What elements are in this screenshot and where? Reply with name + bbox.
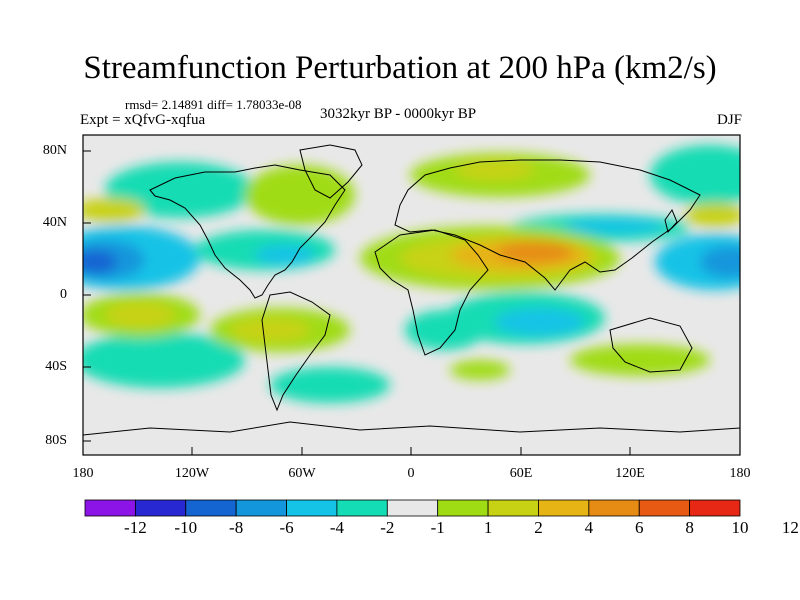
lat-label-80n: 80N — [42, 143, 67, 158]
coast-greenland — [299, 144, 363, 199]
colorbar-label: -10 — [174, 518, 198, 537]
field-neg-cpacific — [405, 310, 485, 350]
coast-eurasia — [394, 159, 701, 291]
colorbar-swatch — [84, 499, 136, 517]
streamfunction-field — [83, 145, 740, 403]
colorbar-label: 10 — [731, 518, 749, 537]
rmsd-text: rmsd= 2.14891 diff= 1.78033e-08 — [125, 97, 302, 112]
colorbar-label: -1 — [430, 518, 445, 537]
lon-label-60e: 60E — [509, 466, 533, 481]
colorbar-swatch — [588, 499, 640, 517]
field-neg-npacific-west-inner — [83, 250, 117, 274]
field-pos-australia — [570, 344, 710, 376]
coast-australia — [609, 317, 693, 373]
field-pos-npacific — [83, 198, 145, 222]
lat-label-40n: 40N — [42, 215, 67, 230]
colorbar-swatch — [638, 499, 691, 517]
lon-label-120e: 120E — [615, 466, 645, 481]
colorbar-swatch — [386, 499, 439, 517]
field-neg-arctic-west — [105, 162, 255, 218]
colorbar-swatch — [235, 499, 287, 517]
coast-japan — [664, 208, 678, 234]
colorbar-swatch — [286, 499, 338, 517]
field-pos-epacific-core — [105, 302, 175, 328]
lat-label-40s: 40S — [45, 359, 67, 374]
axis-ticks — [82, 150, 741, 455]
plot-title: Streamfunction Perturbation at 200 hPa (… — [83, 50, 717, 86]
field-neg-satlantic — [270, 367, 390, 403]
coast-antarctica — [83, 421, 740, 436]
field-neg-arctic-east — [650, 145, 740, 205]
colorbar-swatch — [336, 499, 388, 517]
field-neg-indian-ocean-core — [495, 308, 585, 336]
colorbar-label: 12 — [781, 518, 799, 537]
season-label: DJF — [716, 112, 742, 128]
coast-north-america — [149, 164, 346, 299]
field-pos-nwpacific — [685, 203, 740, 227]
experiment-label: Expt = xQfvG-xqfua — [80, 112, 206, 128]
lat-label-80s: 80S — [45, 433, 67, 448]
colorbar-swatch — [134, 499, 187, 517]
colorbar-label: -8 — [229, 518, 244, 537]
lat-label-0: 0 — [60, 287, 67, 302]
lon-label-0: 0 — [407, 466, 415, 481]
colorbar-label: -12 — [124, 518, 147, 537]
period-label: 3032kyr BP - 0000kyr BP — [320, 106, 477, 122]
lon-label-180w: 180 — [72, 466, 94, 481]
colorbar-label: 8 — [685, 518, 694, 537]
field-neg-wpacific-core — [700, 246, 740, 278]
field-pos-europe-core — [455, 160, 535, 180]
coast-south-america — [261, 291, 331, 412]
colorbar-label: -2 — [380, 518, 395, 537]
colorbar-label: 6 — [634, 518, 644, 537]
colorbar-swatch — [487, 499, 539, 517]
coast-africa — [374, 229, 489, 356]
field-neg-asia-core — [565, 218, 665, 234]
field-pos-sindian — [450, 360, 510, 380]
field-pos-africa-asia-peak — [497, 241, 573, 263]
field-pos-canada — [245, 165, 355, 225]
colorbar-label: 4 — [584, 518, 594, 537]
colorbar — [84, 499, 741, 517]
colorbar-label: -6 — [279, 518, 294, 537]
colorbar-label: 1 — [483, 518, 493, 537]
colorbar-swatch — [437, 499, 489, 517]
colorbar-label: -4 — [329, 518, 345, 537]
colorbar-swatch — [689, 499, 741, 517]
field-pos-samerica-core — [230, 318, 310, 342]
field-neg-spacific — [83, 332, 245, 388]
lon-label-180e: 180 — [729, 466, 751, 481]
coastlines — [83, 144, 740, 436]
colorbar-label: 2 — [534, 518, 543, 537]
colorbar-swatch — [538, 499, 590, 517]
lon-label-60w: 60W — [288, 466, 316, 481]
lon-label-120w: 120W — [174, 466, 210, 481]
colorbar-swatch — [185, 499, 237, 517]
field-neg-namerica-core — [255, 245, 315, 265]
